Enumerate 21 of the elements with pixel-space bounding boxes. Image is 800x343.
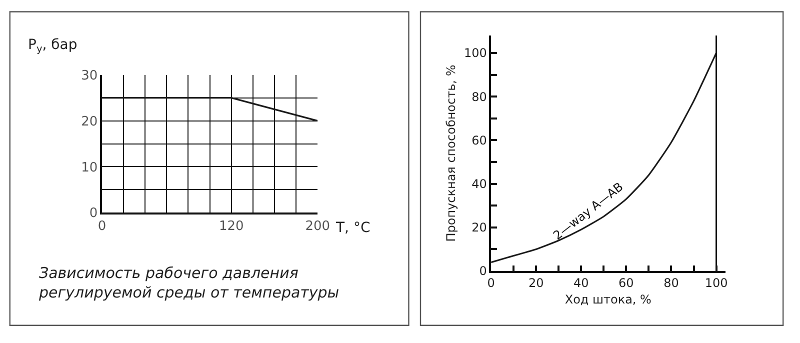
x-tick-label: 80	[664, 276, 679, 290]
y-axis-title: P$_{у}$, бар	[28, 37, 78, 55]
y-tick-label: 60	[472, 133, 487, 148]
y-tick-label: 0	[89, 206, 98, 222]
x-tick-label: 20	[528, 276, 544, 290]
y-axis-title: Пропускная способность, %	[444, 64, 458, 242]
x-axis-title: Ход штока, %	[564, 292, 652, 307]
x-tick-label: 60	[618, 276, 634, 290]
x-axis-title: T, °C	[335, 220, 370, 236]
x-tick-label: 120	[218, 218, 244, 234]
y-tick-label: 40	[472, 177, 487, 191]
y-tick-label: 20	[81, 114, 98, 130]
y-tick-label: 100	[464, 46, 487, 60]
x-tick-label: 200	[305, 218, 330, 234]
x-tick-label: 40	[574, 276, 589, 290]
y-tick-label: 80	[472, 90, 487, 104]
text: Зависимость рабочего давления регулируемой среды от температуры	[38, 264, 340, 302]
x-tick-label: 100	[704, 276, 728, 290]
y-tick-label: 10	[81, 160, 98, 176]
y-tick-label: 30	[81, 68, 98, 84]
y-tick-label: 0	[479, 264, 487, 278]
